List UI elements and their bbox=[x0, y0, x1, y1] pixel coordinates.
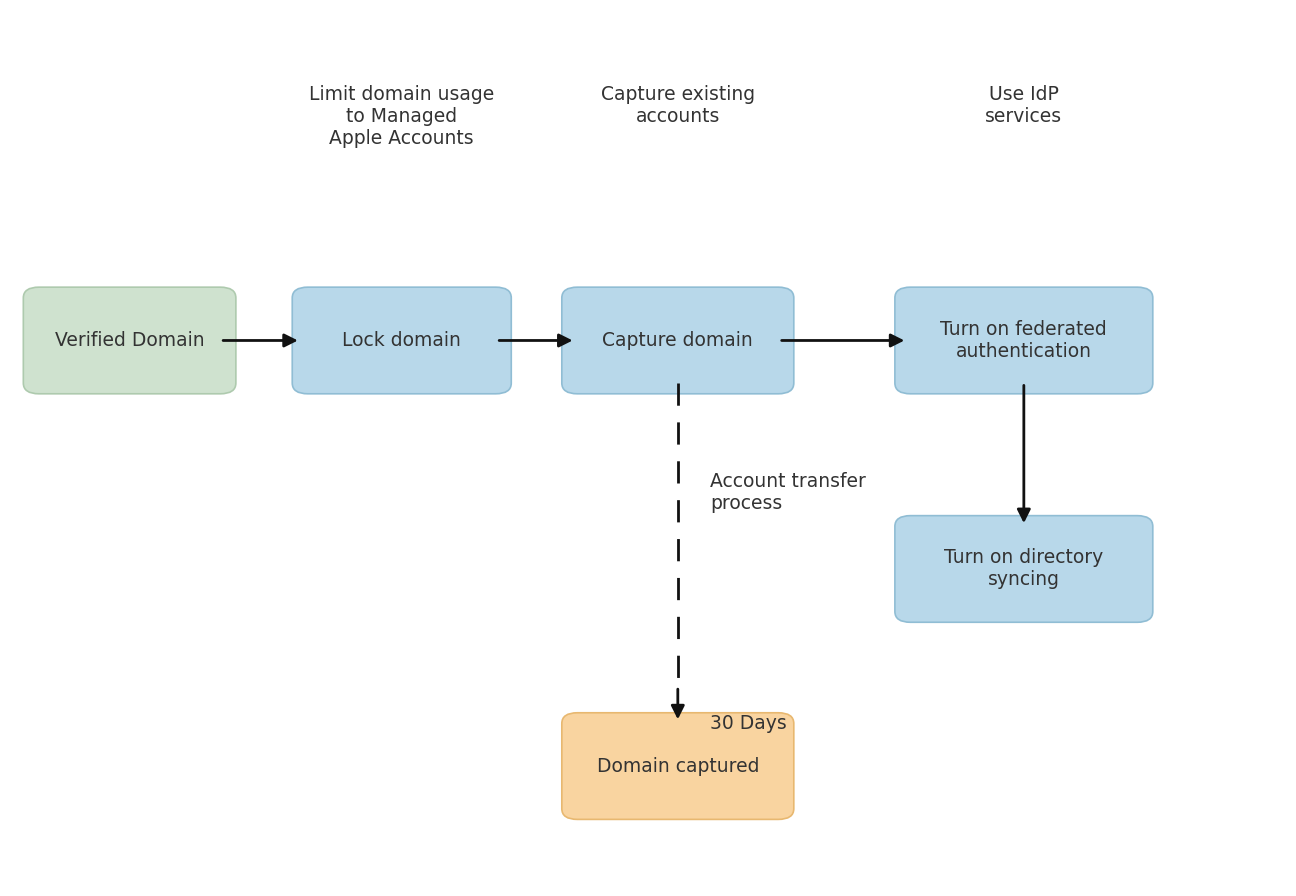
Text: Capture existing
accounts: Capture existing accounts bbox=[601, 85, 754, 126]
Text: Domain captured: Domain captured bbox=[596, 756, 759, 776]
FancyBboxPatch shape bbox=[23, 287, 236, 393]
FancyBboxPatch shape bbox=[562, 713, 793, 819]
Text: Limit domain usage
to Managed
Apple Accounts: Limit domain usage to Managed Apple Acco… bbox=[310, 85, 494, 148]
Text: Lock domain: Lock domain bbox=[342, 331, 461, 350]
FancyBboxPatch shape bbox=[562, 287, 793, 393]
FancyBboxPatch shape bbox=[894, 516, 1152, 622]
Text: Account transfer
process: Account transfer process bbox=[710, 472, 866, 513]
Text: Capture domain: Capture domain bbox=[603, 331, 753, 350]
Text: 30 Days: 30 Days bbox=[710, 714, 787, 734]
Text: Verified Domain: Verified Domain bbox=[54, 331, 205, 350]
FancyBboxPatch shape bbox=[894, 287, 1152, 393]
Text: Turn on directory
syncing: Turn on directory syncing bbox=[945, 548, 1103, 590]
Text: Turn on federated
authentication: Turn on federated authentication bbox=[941, 320, 1107, 361]
FancyBboxPatch shape bbox=[292, 287, 511, 393]
Text: Use IdP
services: Use IdP services bbox=[985, 85, 1063, 126]
